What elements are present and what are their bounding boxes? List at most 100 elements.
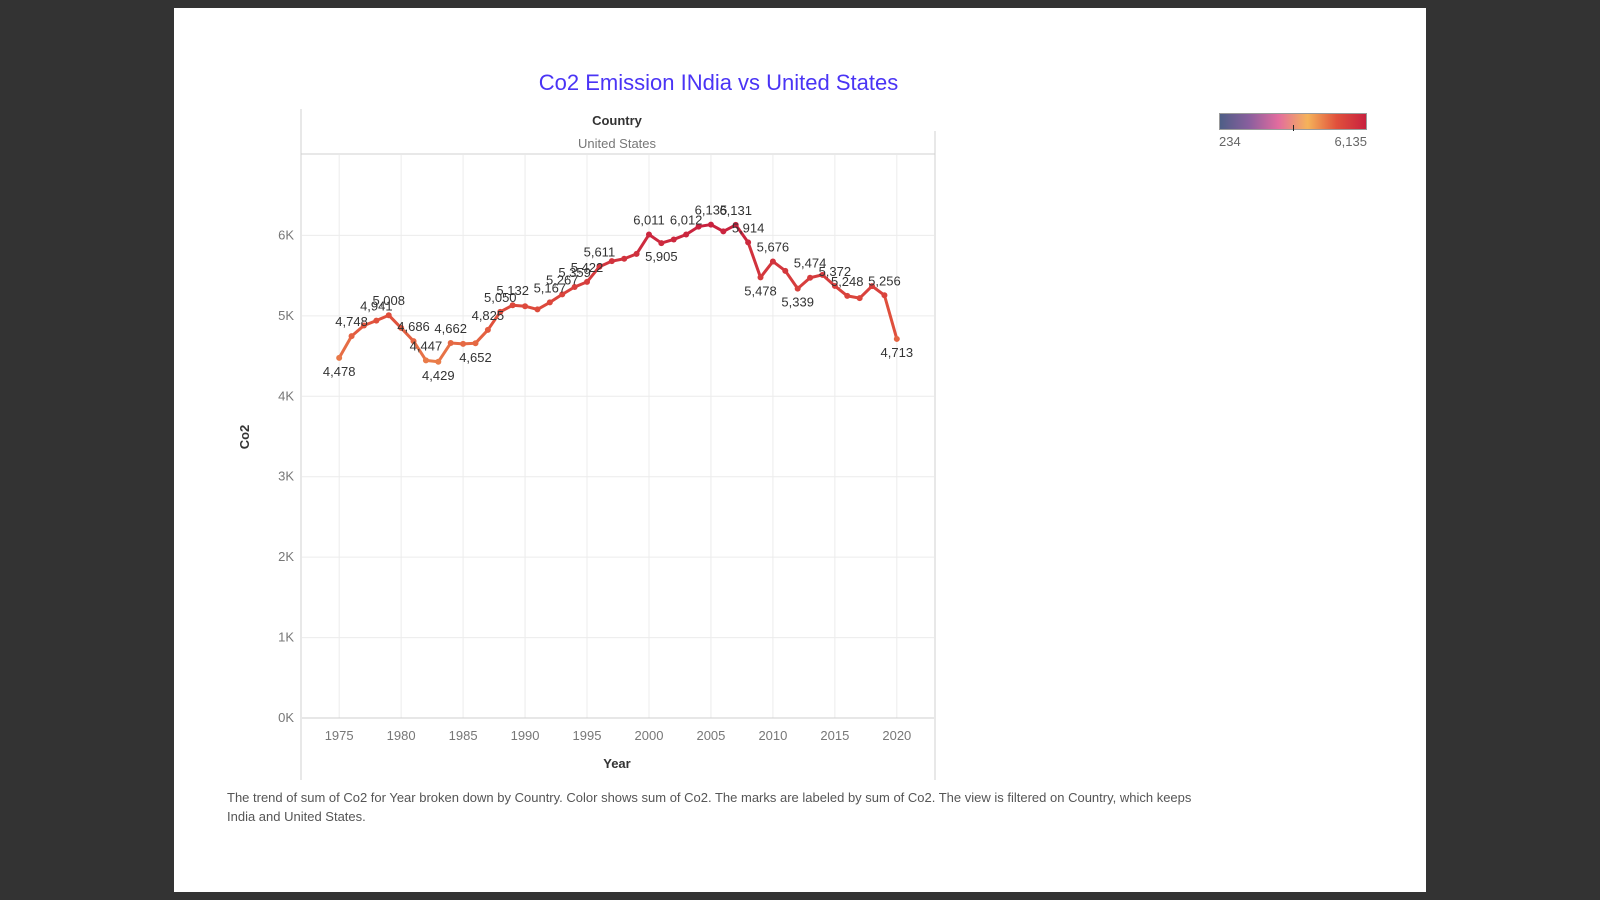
data-label: 4,941 (360, 299, 393, 314)
data-label: 4,652 (459, 350, 492, 365)
data-label: 6,135 (695, 203, 728, 218)
data-point (844, 292, 851, 299)
data-point (745, 239, 752, 246)
line-segment (399, 326, 416, 343)
data-point (769, 258, 776, 265)
x-tick-label: 1995 (573, 728, 602, 743)
data-point (881, 292, 888, 299)
data-label: 5,267 (546, 272, 579, 287)
chart-title: Co2 Emission INdia vs United States (538, 70, 899, 95)
data-label: 4,429 (422, 368, 455, 383)
line-segment (783, 269, 800, 291)
data-label: 6,131 (719, 203, 752, 218)
panel-label[interactable]: United States (578, 136, 657, 151)
x-tick-label: 2020 (882, 728, 911, 743)
data-point (831, 282, 838, 289)
line-segment (337, 334, 354, 360)
data-label: 5,167 (534, 280, 567, 295)
data-point (385, 312, 392, 319)
data-point (348, 333, 355, 340)
data-label: 5,372 (819, 264, 852, 279)
line-segment (436, 341, 453, 364)
x-tick-label: 2015 (820, 728, 849, 743)
line-segment (473, 328, 490, 345)
data-point (398, 324, 405, 331)
data-point (621, 255, 628, 262)
data-label: 6,011 (633, 213, 665, 228)
y-tick-label: 2K (278, 549, 294, 564)
x-tick-label: 1985 (449, 728, 478, 743)
data-label: 4,447 (410, 338, 443, 353)
data-point (645, 231, 652, 238)
data-point (571, 283, 578, 290)
data-label: 5,905 (645, 249, 678, 264)
column-header-title: Country (592, 113, 643, 128)
data-points[interactable] (336, 221, 900, 365)
data-point (782, 267, 789, 274)
data-label: 4,748 (335, 314, 368, 329)
y-axis-title: Co2 (237, 425, 252, 450)
data-point (447, 340, 454, 347)
y-axis-ticks: 0K 1K 2K 3K 4K 5K 6K (278, 227, 294, 725)
y-tick-label: 4K (278, 388, 294, 403)
data-point (608, 258, 615, 265)
x-tick-label: 2010 (758, 728, 787, 743)
data-label: 4,662 (434, 321, 467, 336)
data-label: 5,008 (372, 293, 405, 308)
x-tick-label: 1990 (511, 728, 540, 743)
color-legend-min-label: 234 (1219, 134, 1241, 149)
data-point (460, 340, 467, 347)
chart-caption: The trend of sum of Co2 for Year broken … (227, 790, 1192, 824)
data-point (497, 308, 504, 315)
data-label: 5,339 (781, 295, 814, 310)
data-label: 5,256 (868, 273, 901, 288)
data-point (807, 274, 814, 281)
data-point (559, 291, 566, 298)
data-point (794, 285, 801, 292)
dashboard-card (174, 8, 1426, 892)
y-tick-label: 6K (278, 227, 294, 242)
data-point (546, 299, 553, 306)
data-point (856, 295, 863, 302)
color-legend[interactable]: 234 6,135 (1219, 113, 1367, 149)
data-point (522, 303, 529, 310)
data-point (670, 236, 677, 243)
data-point (509, 302, 516, 309)
data-label: 5,422 (571, 260, 604, 275)
data-point (720, 228, 727, 235)
data-point (410, 338, 417, 345)
y-tick-label: 3K (278, 469, 294, 484)
data-point (819, 271, 826, 278)
data-label: 5,248 (831, 274, 864, 289)
data-label: 5,676 (757, 239, 790, 254)
data-label: 4,686 (397, 319, 430, 334)
data-label: 5,478 (744, 283, 777, 298)
x-tick-label: 2000 (635, 728, 664, 743)
data-point (893, 335, 900, 342)
data-label: 4,825 (472, 308, 505, 323)
data-label: 4,478 (323, 364, 356, 379)
x-tick-label: 1975 (325, 728, 354, 743)
y-tick-label: 5K (278, 308, 294, 323)
data-point (373, 317, 380, 324)
data-point (658, 240, 665, 247)
data-point (757, 274, 764, 281)
line-segment (734, 223, 750, 244)
data-point (472, 340, 479, 347)
data-point (336, 354, 343, 361)
data-point (707, 221, 714, 228)
data-point (695, 223, 702, 230)
line-segment (882, 293, 899, 341)
y-tick-label: 0K (278, 710, 294, 725)
data-label: 5,474 (794, 256, 827, 271)
x-axis-title: Year (603, 756, 630, 771)
data-label: 5,132 (496, 283, 529, 298)
line-segment (412, 339, 428, 362)
data-point (683, 231, 690, 238)
data-point (534, 306, 541, 313)
x-axis-ticks: 1975 1980 1985 1990 1995 2000 2005 2010 2015 2020 (325, 728, 912, 743)
data-point (732, 221, 739, 228)
x-tick-label: 2005 (696, 728, 725, 743)
